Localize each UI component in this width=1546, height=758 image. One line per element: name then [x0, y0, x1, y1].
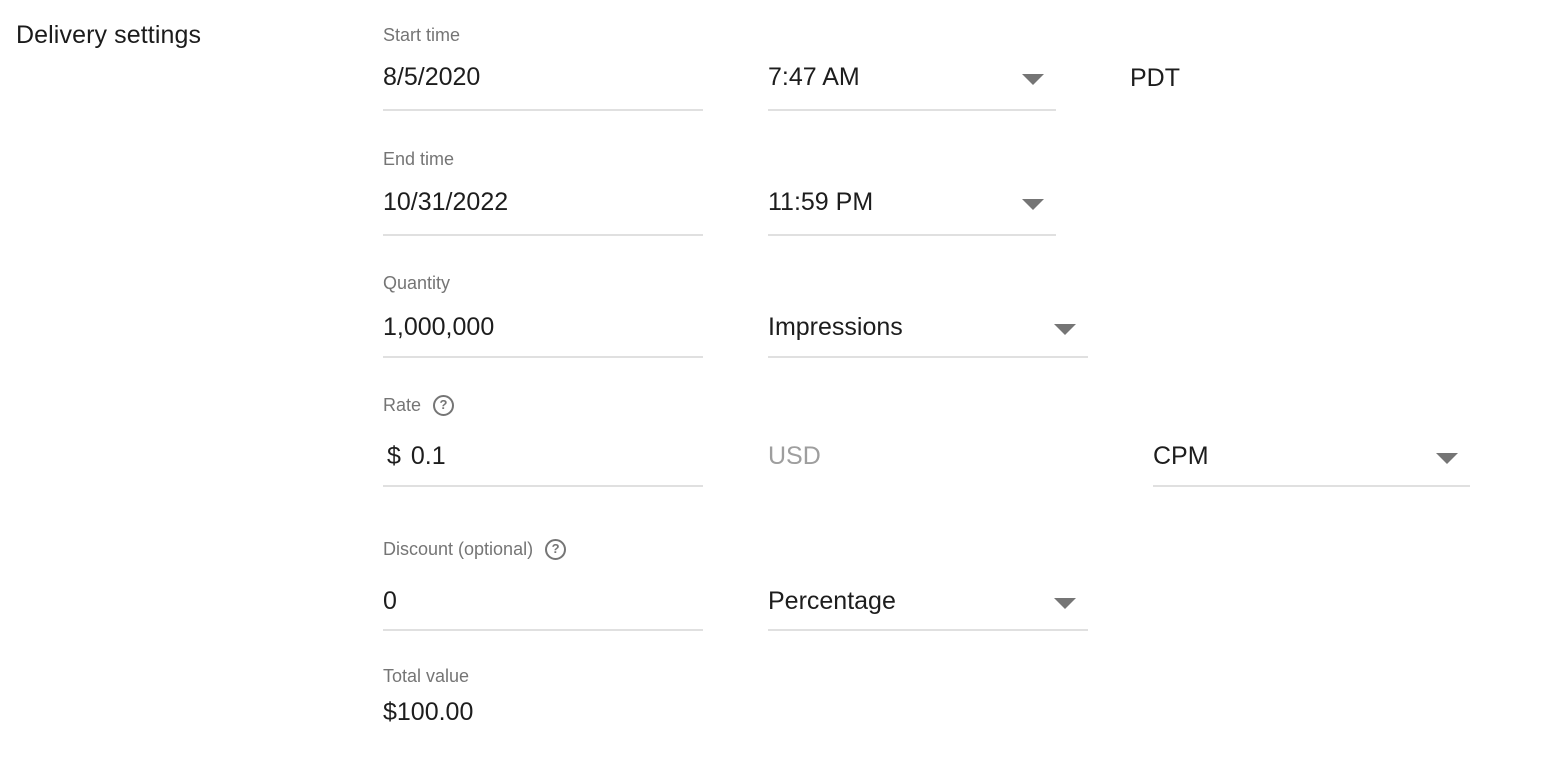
- end-time-label-text: End time: [383, 149, 455, 169]
- start-time-label: Start time: [383, 24, 460, 46]
- start-time-select-value: 7:47 AM: [768, 63, 860, 91]
- currency-symbol: $: [387, 442, 401, 470]
- end-time-label: End time: [383, 148, 454, 170]
- help-icon[interactable]: ?: [545, 538, 567, 560]
- rate-input[interactable]: [410, 441, 703, 471]
- caret-down-icon: [1054, 324, 1076, 335]
- end-date-input[interactable]: [383, 187, 703, 217]
- total-value-label-text: Total value: [383, 666, 470, 686]
- discount-type-select[interactable]: Percentage: [768, 586, 1088, 631]
- start-time-label-text: Start time: [383, 25, 461, 45]
- pricing-model-select[interactable]: CPM: [1153, 441, 1470, 487]
- rate-field: $: [383, 441, 703, 487]
- rate-label: Rate ?: [383, 394, 455, 416]
- total-value-amount: $100.00: [383, 698, 474, 726]
- caret-down-icon: [1022, 199, 1044, 210]
- pricing-model-select-value: CPM: [1153, 442, 1209, 470]
- caret-down-icon: [1022, 74, 1044, 85]
- quantity-unit-select-value: Impressions: [768, 313, 903, 341]
- section-title: Delivery settings: [16, 21, 202, 49]
- quantity-input[interactable]: [383, 312, 703, 342]
- rate-label-text: Rate: [383, 395, 422, 415]
- start-time-select[interactable]: 7:47 AM: [768, 62, 1056, 111]
- caret-down-icon: [1054, 598, 1076, 609]
- start-date-input[interactable]: [383, 62, 703, 92]
- end-date-field: [383, 187, 703, 236]
- discount-label-text: Discount (optional): [383, 539, 534, 559]
- quantity-unit-select[interactable]: Impressions: [768, 312, 1088, 358]
- end-time-select[interactable]: 11:59 PM: [768, 187, 1056, 236]
- start-date-field: [383, 62, 703, 111]
- quantity-label-text: Quantity: [383, 273, 451, 293]
- discount-type-select-value: Percentage: [768, 587, 896, 615]
- quantity-label: Quantity: [383, 272, 450, 294]
- discount-input[interactable]: [383, 586, 703, 616]
- currency-code-label: USD: [768, 442, 821, 470]
- quantity-field: [383, 312, 703, 358]
- help-icon[interactable]: ?: [433, 394, 455, 416]
- caret-down-icon: [1436, 453, 1458, 464]
- discount-label: Discount (optional) ?: [383, 538, 567, 560]
- timezone-label: PDT: [1130, 64, 1180, 92]
- end-time-select-value: 11:59 PM: [768, 188, 874, 216]
- total-value-label: Total value: [383, 665, 469, 687]
- discount-field: [383, 586, 703, 631]
